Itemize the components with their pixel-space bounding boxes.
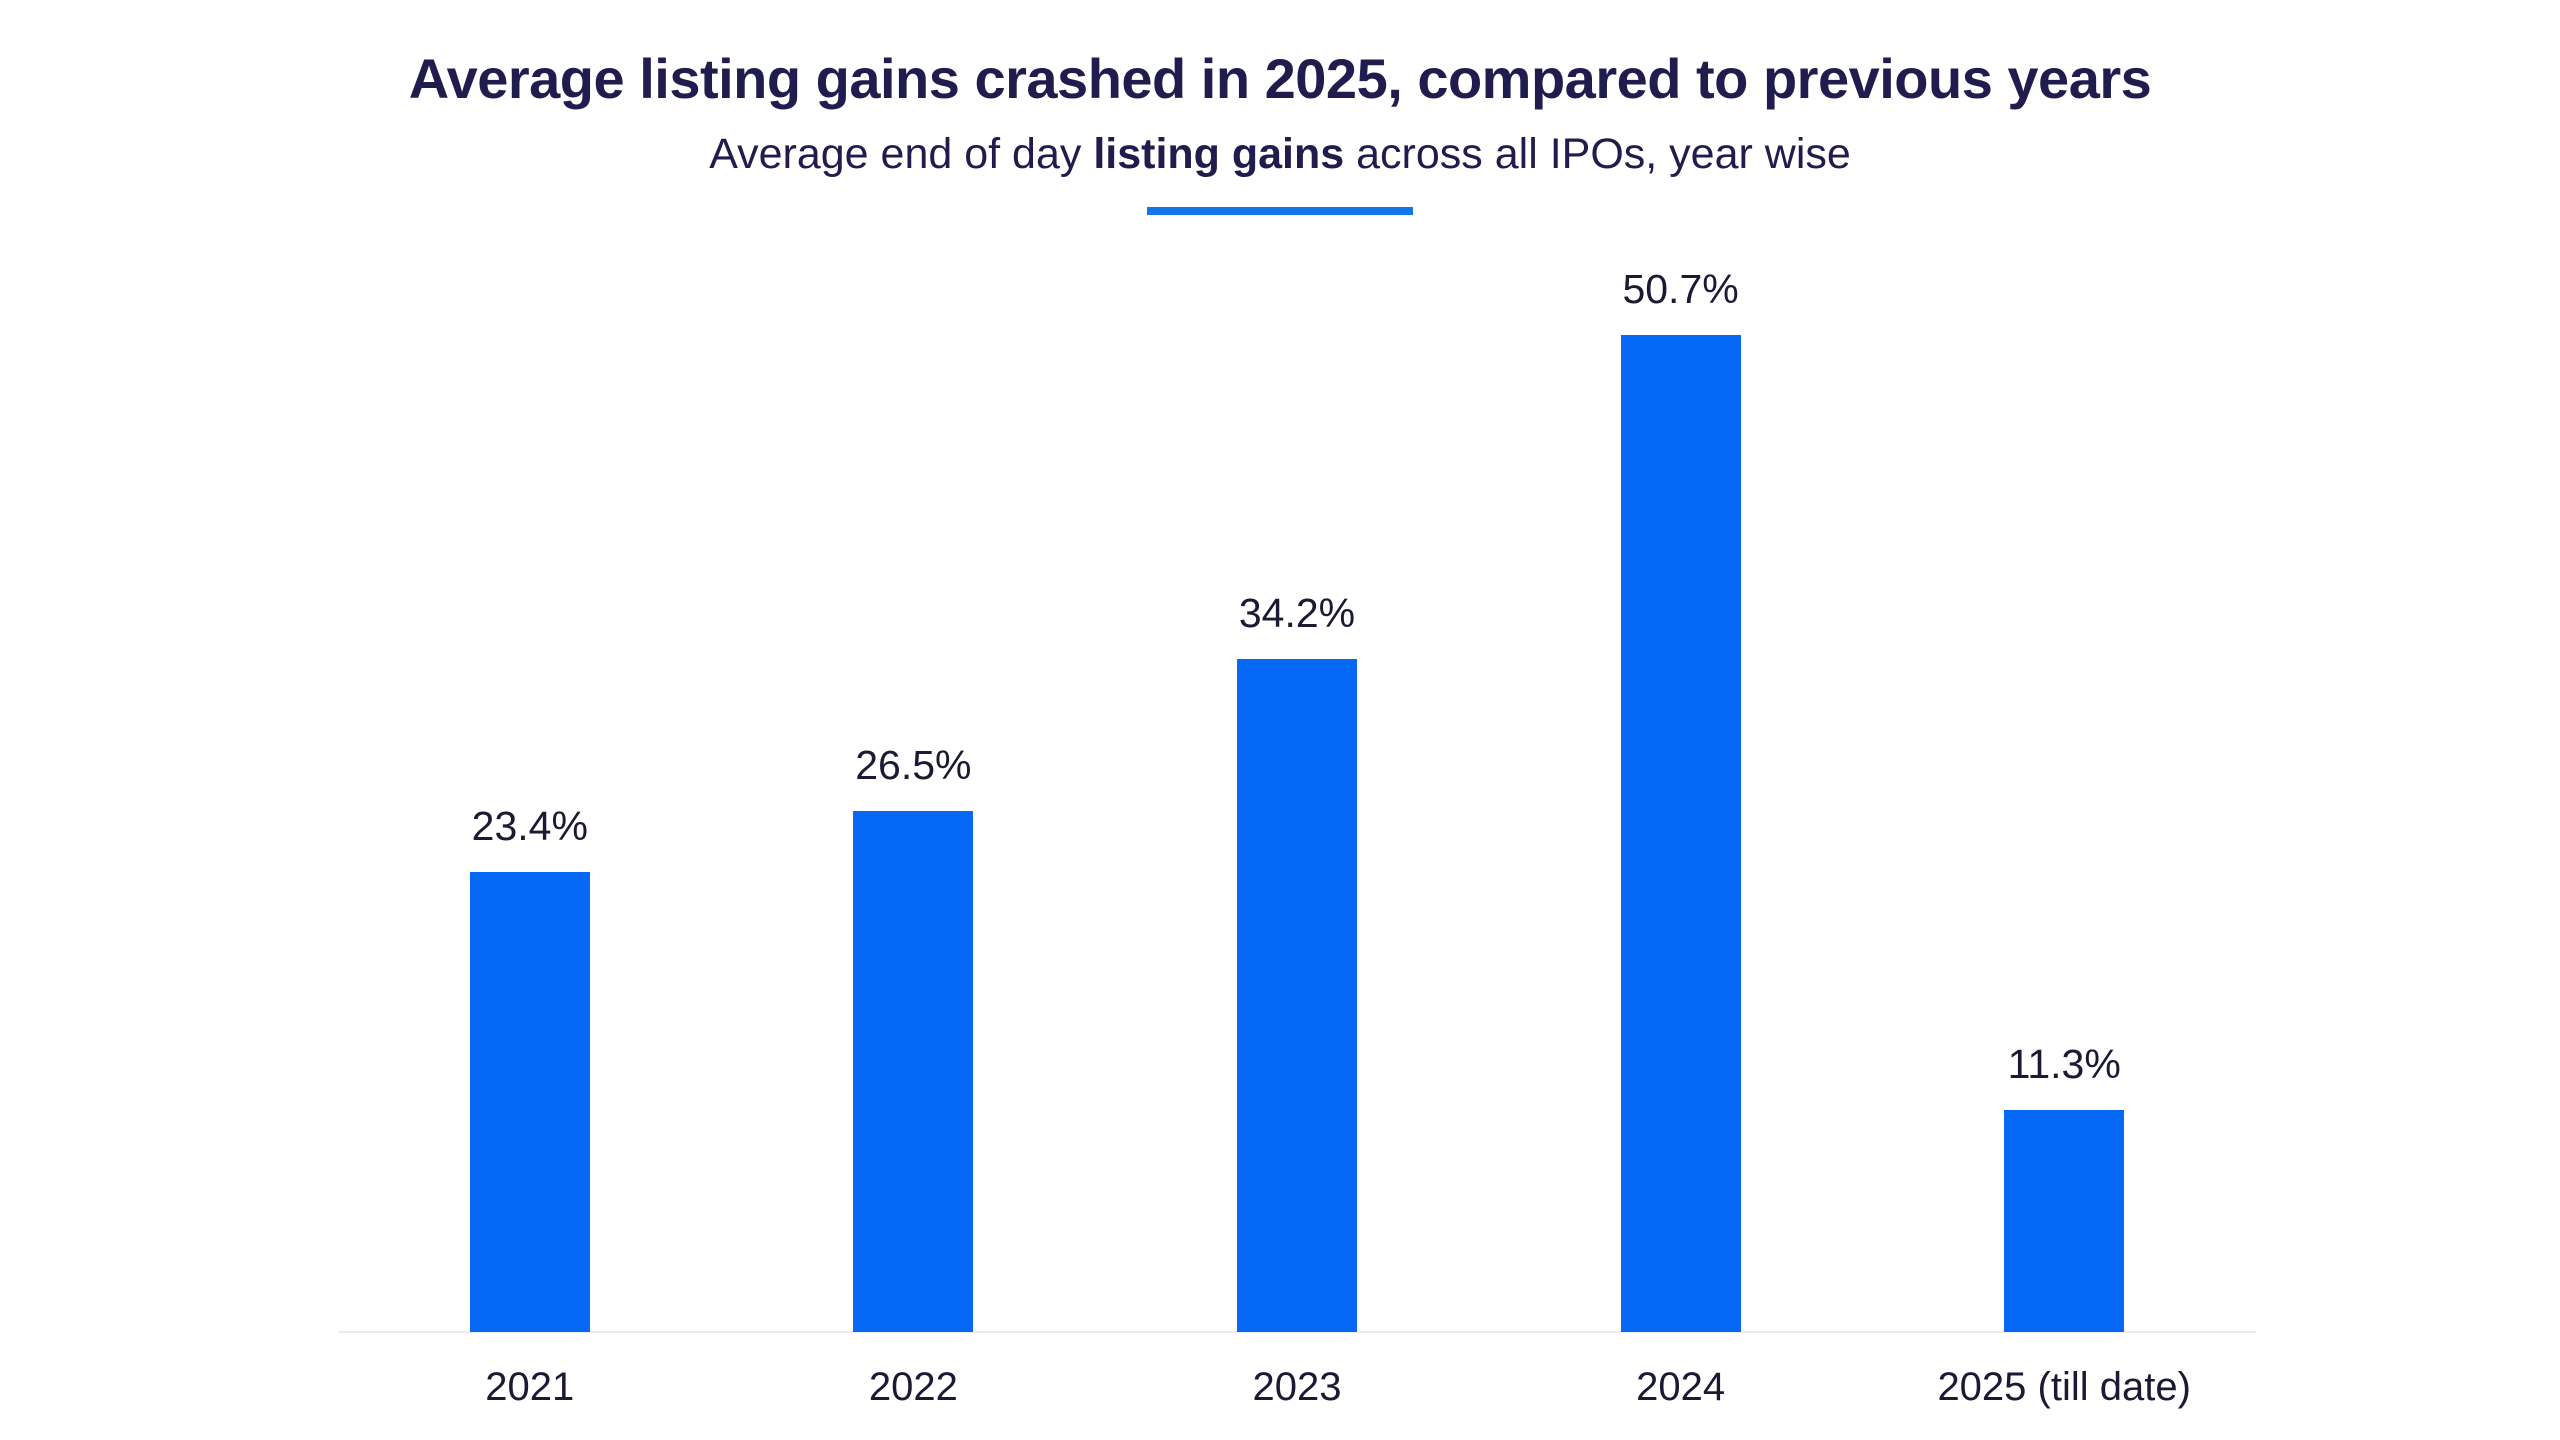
chart-subtitle-suffix: across all IPOs, year wise xyxy=(1344,130,1851,178)
x-axis-label: 2025 (till date) xyxy=(1937,1365,2191,1409)
x-axis-label: 2022 xyxy=(868,1365,958,1409)
bar-value-label: 26.5% xyxy=(855,742,972,788)
chart-subtitle: Average end of day listing gains across … xyxy=(0,128,2560,180)
bar-value-label: 50.7% xyxy=(1622,266,1739,312)
chart-subtitle-bold: listing gains xyxy=(1093,130,1345,178)
x-axis-line xyxy=(338,1331,2256,1333)
x-axis-label: 2024 xyxy=(1636,1365,1726,1409)
bar-2023 xyxy=(1237,659,1357,1332)
bar-value-label: 23.4% xyxy=(471,803,588,849)
x-axis-label: 2023 xyxy=(1252,1365,1342,1409)
x-axis-label: 2021 xyxy=(485,1365,575,1409)
bar-2025 xyxy=(2004,1110,2125,1332)
chart-subtitle-prefix: Average end of day xyxy=(709,130,1094,178)
bar-2021 xyxy=(469,872,590,1332)
subtitle-underline xyxy=(1147,207,1413,215)
bar-value-label: 11.3% xyxy=(2007,1041,2121,1087)
bar-value-label: 34.2% xyxy=(1238,590,1356,636)
bar-2022 xyxy=(853,811,974,1332)
bar-2024 xyxy=(1620,335,1741,1332)
chart-title: Average listing gains crashed in 2025, c… xyxy=(408,47,2152,110)
